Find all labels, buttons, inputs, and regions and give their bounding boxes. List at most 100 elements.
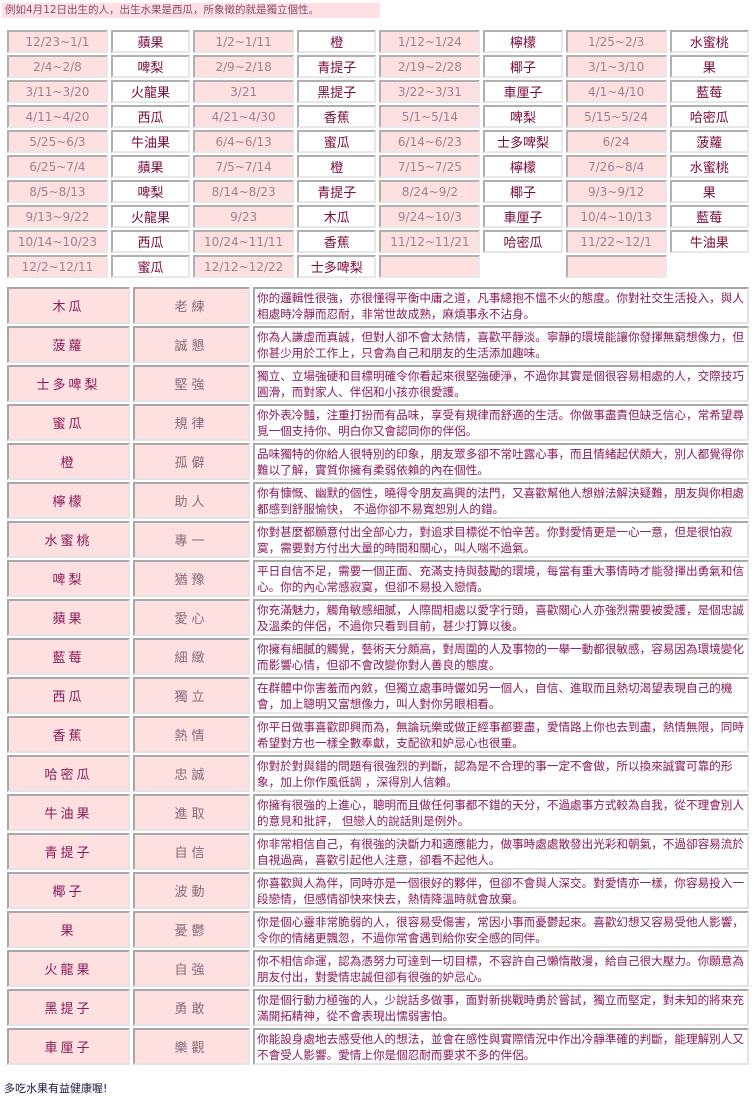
trait-cell: 誠懇 xyxy=(133,326,250,363)
fruit-name-cell: 香蕉 xyxy=(7,716,130,753)
meaning-row: 香蕉 熱情 你平日做事喜歡即興而為，無論玩樂或做正經事都要盡，愛情路上你也去到盡，熱… xyxy=(7,716,749,753)
trait-cell: 自信 xyxy=(133,833,250,870)
description-cell: 在群體中你害羞而內斂，但獨立處事時儼如另一個人，自信、進取而且熱切渴望表現自己的… xyxy=(253,677,749,714)
date-range-cell: 12/2~12/11 xyxy=(7,255,108,278)
meaning-row: 火龍果 自強 你不相信命運，認為憑努力可達到一切目標，不容許自己懶惰散漫，給自己很大… xyxy=(7,950,749,987)
fruit-cell: 果 xyxy=(669,55,749,78)
date-range-cell: 1/12~1/24 xyxy=(379,30,481,53)
trait-cell: 憂鬱 xyxy=(133,911,250,948)
fruit-cell: 啤梨 xyxy=(110,180,191,203)
description-cell: 平日自信不足，需要一個正面、充滿支持與鼓勵的環境，每當有重大事情時才能發揮出勇氣… xyxy=(253,560,749,597)
fruit-cell: 哈密瓜 xyxy=(669,105,749,128)
fruit-cell: 香蕉 xyxy=(297,105,377,128)
date-range-cell: 8/14~8/23 xyxy=(193,180,295,203)
fruit-name-cell: 青提子 xyxy=(7,833,130,870)
description-cell: 你非常相信自己，有很強的決斷力和適應能力，做事時處處散發出光彩和朝氣，不過卻容易… xyxy=(253,833,749,870)
fruit-name-cell: 西瓜 xyxy=(7,677,130,714)
fruit-cell: 青提子 xyxy=(297,55,377,78)
fruit-cell: 檸檬 xyxy=(483,30,563,53)
date-range-cell: 6/4~6/13 xyxy=(193,130,295,153)
meaning-row: 木瓜 老練 你的邏輯性很強，亦很懂得平衡中庸之道，凡事總抱不慍不火的態度。你對社交生… xyxy=(7,287,749,324)
meaning-row: 檸檬 助人 你有慷慨、幽默的個性，曉得令朋友高興的法門，又喜歡幫他人想辦法解決疑難，… xyxy=(7,482,749,519)
meaning-row: 藍莓 細緻 你擁有細膩的觸覺，藝術天分頗高，對周圍的人及事物的一舉一動都很敏感，容易… xyxy=(7,638,749,675)
date-range-cell: 12/12~12/22 xyxy=(193,255,295,278)
fruit-cell: 香蕉 xyxy=(297,230,377,253)
date-range-cell: 7/15~7/25 xyxy=(379,155,481,178)
trait-cell: 規律 xyxy=(133,404,250,441)
date-range-cell: 6/14~6/23 xyxy=(379,130,481,153)
date-range-cell: 9/24~10/3 xyxy=(379,205,481,228)
meaning-row: 啤梨 猶豫 平日自信不足，需要一個正面、充滿支持與鼓勵的環境，每當有重大事情時才能發… xyxy=(7,560,749,597)
meaning-row: 車厘子 樂觀 你能設身處地去感受他人的想法，並會在感性與實際情況中作出冷靜準確的判斷… xyxy=(7,1028,749,1065)
trait-cell: 進取 xyxy=(133,794,250,831)
description-cell: 你有慷慨、幽默的個性，曉得令朋友高興的法門，又喜歡幫他人想辦法解決疑難，朋友與你… xyxy=(253,482,749,519)
description-cell: 你能設身處地去感受他人的想法，並會在感性與實際情況中作出冷靜準確的判斷，能理解別… xyxy=(253,1028,749,1065)
fruit-cell: 檸檬 xyxy=(483,155,563,178)
date-range-cell: 5/1~5/14 xyxy=(379,105,481,128)
fruit-cell: 黑提子 xyxy=(297,80,377,103)
fruit-cell: 士多啤梨 xyxy=(297,255,377,278)
fruit-cell: 水蜜桃 xyxy=(669,155,749,178)
fruit-name-cell: 木瓜 xyxy=(7,287,130,324)
fruit-cell: 菠蘿 xyxy=(669,130,749,153)
fruit-name-cell: 啤梨 xyxy=(7,560,130,597)
birth-row: 6/25~7/4 蘋果 7/5~7/14 橙 7/15~7/25 檸檬 7/26~8/4 水蜜… xyxy=(7,155,749,178)
description-cell: 你對於對與錯的問題有很強烈的判斷，認為是不合理的事一定不會做，所以換來誠實可靠的… xyxy=(253,755,749,792)
birth-row: 5/25~6/3 牛油果 6/4~6/13 蜜瓜 6/14~6/23 士多啤梨 6/24 菠蘿 xyxy=(7,130,749,153)
trait-cell: 專一 xyxy=(133,521,250,558)
intro-caption: 例如4月12日出生的人，出生水果是西瓜，所象徵的就是獨立個性。 xyxy=(2,3,380,18)
date-range-cell: 1/25~2/3 xyxy=(565,30,667,53)
trait-cell: 細緻 xyxy=(133,638,250,675)
trait-cell: 勇敢 xyxy=(133,989,250,1026)
description-cell: 你外表冷豔，注重打扮而有品味，享受有規律而舒適的生活。你做事盡責但缺乏信心，常希… xyxy=(253,404,749,441)
fruit-name-cell: 黑提子 xyxy=(7,989,130,1026)
date-range-cell: 6/25~7/4 xyxy=(7,155,108,178)
date-range-cell: 9/23 xyxy=(193,205,295,228)
meaning-row: 士多啤梨 堅強 獨立、立場強硬和目標明確令你看起來很堅強硬淨，不過你其實是個很容易相… xyxy=(7,365,749,402)
fruit-cell: 啤梨 xyxy=(110,55,191,78)
meaning-row: 橙孤僻 品味獨特的你給人很特別的印象，朋友眾多卻不常吐露心事，而且情緒起伏頗大，別… xyxy=(7,443,749,480)
date-range-cell: 9/3~9/12 xyxy=(565,180,667,203)
birth-row: 12/2~12/11 蜜瓜 12/12~12/22 士多啤梨 xyxy=(7,255,749,278)
date-range-cell: 11/12~11/21 xyxy=(379,230,481,253)
meaning-row: 菠蘿 誠懇 你為人謙虛而真誠，但對人卻不會太熱情，喜歡平靜淡。寧靜的環境能讓你發揮無… xyxy=(7,326,749,363)
fruit-name-cell: 菠蘿 xyxy=(7,326,130,363)
birth-row: 12/23~1/1 蘋果 1/2~1/11 橙 1/12~1/24 檸檬 1/25~2/3 水… xyxy=(7,30,749,53)
description-cell: 你是個心靈非常脆弱的人，很容易受傷害，常因小事而憂鬱起來。喜歡幻想又容易受他人影… xyxy=(253,911,749,948)
fruit-cell: 牛油果 xyxy=(669,230,749,253)
fruit-cell: 車厘子 xyxy=(483,80,563,103)
date-range-cell: 6/24 xyxy=(565,130,667,153)
description-cell: 獨立、立場強硬和目標明確令你看起來很堅強硬淨，不過你其實是個很容易相處的人，交際… xyxy=(253,365,749,402)
fruit-cell: 椰子 xyxy=(483,180,563,203)
description-cell: 你充滿魅力，觸角敏感細膩，人際間相處以愛字行頭，喜歡關心人亦強烈需要被愛護，是個… xyxy=(253,599,749,636)
fruit-name-cell: 車厘子 xyxy=(7,1028,130,1065)
meaning-row: 青提子 自信 你非常相信自己，有很強的決斷力和適應能力，做事時處處散發出光彩和朝氣，… xyxy=(7,833,749,870)
fruit-cell: 水蜜桃 xyxy=(669,30,749,53)
date-range-cell: 3/1~3/10 xyxy=(565,55,667,78)
fruit-cell: 火龍果 xyxy=(110,80,191,103)
date-range-cell: 3/22~3/31 xyxy=(379,80,481,103)
meaning-row: 西瓜 獨立 在群體中你害羞而內斂，但獨立處事時儼如另一個人，自信、進取而且熱切渴望表… xyxy=(7,677,749,714)
fruit-cell: 士多啤梨 xyxy=(483,130,563,153)
date-range-cell: 10/4~10/13 xyxy=(565,205,667,228)
fruit-name-cell: 牛油果 xyxy=(7,794,130,831)
trait-cell: 堅強 xyxy=(133,365,250,402)
date-range-cell: 10/14~10/23 xyxy=(7,230,108,253)
date-range-cell: 2/4~2/8 xyxy=(7,55,108,78)
fruit-cell: 蘋果 xyxy=(110,30,191,53)
birth-row: 2/4~2/8 啤梨 2/9~2/18 青提子 2/19~2/28 椰子 3/1~3/10 果 xyxy=(7,55,749,78)
fruit-cell: 青提子 xyxy=(297,180,377,203)
trait-cell: 猶豫 xyxy=(133,560,250,597)
date-range-cell: 11/22~12/1 xyxy=(565,230,667,253)
fruit-cell: 橙 xyxy=(297,30,377,53)
fruit-cell: 西瓜 xyxy=(110,105,191,128)
birth-row: 10/14~10/23 西瓜 10/24~11/11 香蕉 11/12~11/21 哈密瓜… xyxy=(7,230,749,253)
date-range-cell: 2/19~2/28 xyxy=(379,55,481,78)
fruit-cell: 果 xyxy=(669,180,749,203)
footer-note: 多吃水果有益健康喔! xyxy=(4,1082,108,1095)
fruit-cell: 蘋果 xyxy=(110,155,191,178)
description-cell: 你平日做事喜歡即興而為，無論玩樂或做正經事都要盡，愛情路上你也去到盡，熱情無限，… xyxy=(253,716,749,753)
fruit-cell: 蜜瓜 xyxy=(110,255,191,278)
description-cell: 你不相信命運，認為憑努力可達到一切目標，不容許自己懶惰散漫，給自己很大壓力。你願… xyxy=(253,950,749,987)
